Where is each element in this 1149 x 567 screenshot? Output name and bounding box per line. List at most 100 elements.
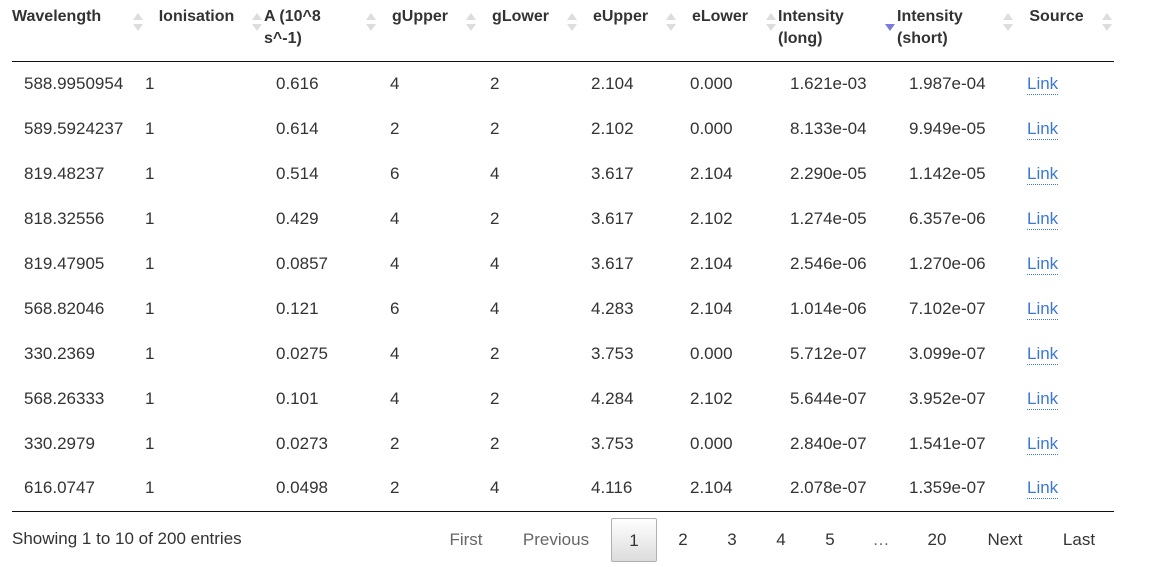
cell-intensity-short: 7.102e-07 xyxy=(909,298,986,318)
last-page-button[interactable]: Last xyxy=(1062,530,1096,549)
page-button-1[interactable]: 1 xyxy=(611,518,657,562)
cell-g-lower: 4 xyxy=(490,298,500,318)
cell-source: Link xyxy=(1015,106,1114,151)
table-info: Showing 1 to 10 of 200 entries xyxy=(12,529,242,548)
source-link[interactable]: Link xyxy=(1027,163,1059,185)
table-row: 616.0747 1 0.0498 2 4 4.116 2.104 2.078e-07 1.35… xyxy=(12,466,1114,512)
cell-intensity-long: 2.546e-06 xyxy=(790,253,867,273)
cell-e-upper: 2.102 xyxy=(591,118,634,138)
cell-intensity-long: 1.014e-06 xyxy=(790,298,867,318)
next-page-button[interactable]: Next xyxy=(987,530,1023,549)
cell-e-upper: 3.753 xyxy=(591,433,634,453)
cell-g-lower: 2 xyxy=(490,118,500,138)
cell-intensity-long: 1.274e-05 xyxy=(790,208,867,228)
source-link[interactable]: Link xyxy=(1027,253,1059,275)
page-button-2[interactable]: 2 xyxy=(678,530,688,549)
cell-source: Link xyxy=(1015,196,1114,241)
cell-wavelength: 330.2369 xyxy=(24,343,95,363)
column-header-g-lower[interactable]: gLower xyxy=(478,0,579,62)
cell-e-upper: 4.283 xyxy=(591,298,634,318)
cell-ionisation: 1 xyxy=(145,163,155,183)
cell-a-coefficient: 0.616 xyxy=(276,73,319,93)
cell-e-upper: 2.104 xyxy=(591,73,634,93)
table-row: 330.2979 1 0.0273 2 2 3.753 0.000 2.840e-07 1.54… xyxy=(12,421,1114,466)
cell-g-upper: 4 xyxy=(390,343,400,363)
cell-g-upper: 2 xyxy=(390,433,400,453)
cell-e-upper: 4.284 xyxy=(591,388,634,408)
table-row: 588.9950954 1 0.616 4 2 2.104 0.000 1.621e-03 1.… xyxy=(12,61,1114,106)
page-button-3[interactable]: 3 xyxy=(727,530,737,549)
sort-both-icon xyxy=(1003,13,1013,35)
column-header-intensity-short[interactable]: Intensity (short) xyxy=(897,0,1015,62)
sort-both-icon xyxy=(666,13,676,35)
sort-both-icon xyxy=(567,13,577,35)
table-row: 819.48237 1 0.514 6 4 3.617 2.104 2.290e-05 1.14… xyxy=(12,151,1114,196)
source-link[interactable]: Link xyxy=(1027,388,1059,410)
page-button-20[interactable]: 20 xyxy=(927,530,947,549)
cell-intensity-short: 1.541e-07 xyxy=(909,433,986,453)
sort-both-icon xyxy=(366,13,376,35)
column-header-e-lower[interactable]: eLower xyxy=(678,0,778,62)
column-header-label: Intensity (long) xyxy=(778,8,844,47)
cell-g-upper: 4 xyxy=(390,253,400,273)
cell-a-coefficient: 0.614 xyxy=(276,118,319,138)
cell-e-upper: 3.617 xyxy=(591,253,634,273)
source-link[interactable]: Link xyxy=(1027,298,1059,320)
column-header-label: Intensity (short) xyxy=(897,8,963,47)
column-header-label: Ionisation xyxy=(158,8,235,25)
cell-wavelength: 589.5924237 xyxy=(24,118,124,138)
source-link[interactable]: Link xyxy=(1027,478,1059,500)
cell-e-lower: 2.104 xyxy=(678,466,778,512)
sort-descending-icon xyxy=(885,13,895,35)
cell-ionisation: 1 xyxy=(145,433,155,453)
cell-intensity-short: 6.357e-06 xyxy=(909,208,986,228)
cell-wavelength: 819.48237 xyxy=(24,163,105,183)
column-header-label: gUpper xyxy=(392,8,448,25)
table-row: 330.2369 1 0.0275 4 2 3.753 0.000 5.712e-07 3.09… xyxy=(12,331,1114,376)
column-header-intensity-long[interactable]: Intensity (long) xyxy=(778,0,897,62)
cell-a-coefficient: 0.514 xyxy=(276,163,319,183)
first-page-button[interactable]: First xyxy=(449,530,483,549)
cell-source: Link xyxy=(1015,286,1114,331)
cell-ionisation: 1 xyxy=(145,208,155,228)
table-row: 589.5924237 1 0.614 2 2 2.102 0.000 8.133e-04 9.… xyxy=(12,106,1114,151)
sort-both-icon xyxy=(1102,13,1112,35)
column-header-ionisation[interactable]: Ionisation xyxy=(145,0,264,62)
source-link[interactable]: Link xyxy=(1027,433,1059,455)
cell-g-upper: 4 xyxy=(390,388,400,408)
cell-g-lower: 2 xyxy=(490,433,500,453)
cell-intensity-short: 1.142e-05 xyxy=(909,163,986,183)
cell-a-coefficient: 0.0857 xyxy=(276,253,328,273)
cell-source: Link xyxy=(1015,376,1114,421)
spectral-lines-table: Wavelength Ionisation A (10^8 s^-1) gUpper g… xyxy=(12,0,1114,512)
page-button-4[interactable]: 4 xyxy=(776,530,786,549)
cell-intensity-long: 5.712e-07 xyxy=(790,343,867,363)
column-header-a-coefficient[interactable]: A (10^8 s^-1) xyxy=(264,0,378,62)
cell-e-upper: 3.753 xyxy=(591,343,634,363)
sort-both-icon xyxy=(766,13,776,35)
cell-intensity-long: 2.078e-07 xyxy=(778,466,897,512)
cell-e-upper: 4.116 xyxy=(579,466,678,512)
cell-wavelength: 819.47905 xyxy=(24,253,105,273)
source-link[interactable]: Link xyxy=(1027,118,1059,140)
source-link[interactable]: Link xyxy=(1027,343,1059,365)
cell-a-coefficient: 0.121 xyxy=(276,298,319,318)
page-button-5[interactable]: 5 xyxy=(825,530,835,549)
cell-intensity-short: 3.099e-07 xyxy=(909,343,986,363)
source-link[interactable]: Link xyxy=(1027,73,1059,95)
cell-ionisation: 1 xyxy=(145,253,155,273)
cell-source: Link xyxy=(1015,241,1114,286)
cell-a-coefficient: 0.101 xyxy=(276,388,319,408)
column-header-e-upper[interactable]: eUpper xyxy=(579,0,678,62)
cell-wavelength: 616.0747 xyxy=(12,466,145,512)
column-header-label: Wavelength xyxy=(12,8,102,25)
source-link[interactable]: Link xyxy=(1027,208,1059,230)
previous-page-button[interactable]: Previous xyxy=(522,530,590,549)
column-header-wavelength[interactable]: Wavelength xyxy=(12,0,145,62)
cell-g-upper: 6 xyxy=(390,163,400,183)
cell-intensity-long: 1.621e-03 xyxy=(790,73,867,93)
cell-ionisation: 1 xyxy=(145,343,155,363)
cell-e-lower: 2.104 xyxy=(690,253,733,273)
column-header-source[interactable]: Source xyxy=(1015,0,1114,62)
column-header-g-upper[interactable]: gUpper xyxy=(378,0,478,62)
